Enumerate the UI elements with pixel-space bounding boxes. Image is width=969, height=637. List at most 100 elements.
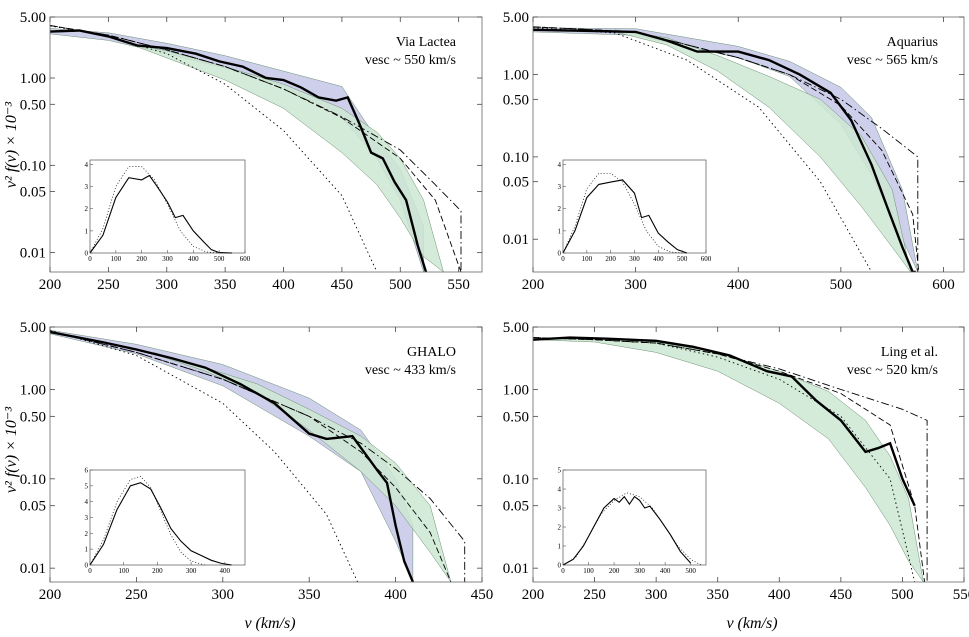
y-tick-label: 0.05 [20, 185, 46, 201]
inset-frame [562, 469, 707, 566]
inset-x-tick-label: 300 [186, 567, 197, 575]
panel-vesc: vesc ~ 550 km/s [365, 53, 456, 68]
inset-series-solid [89, 482, 232, 566]
y-tick-label: 0.10 [503, 472, 529, 488]
x-tick-label: 550 [953, 587, 969, 603]
x-tick-label: 500 [830, 277, 853, 293]
plot-frame [49, 16, 483, 273]
y-tick-label: 0.01 [503, 232, 529, 248]
plot-area [50, 329, 466, 582]
series-dashdot [50, 25, 462, 272]
inset-y-tick-label: 2 [558, 205, 562, 213]
inset-x-tick-label: 400 [188, 255, 199, 263]
inset-x-tick-label: 300 [629, 255, 640, 263]
inset-series-dotted [89, 475, 205, 566]
inset-y-tick-label: 4 [558, 161, 562, 169]
inset-y-tick-label: 1 [558, 543, 562, 551]
plot-area [533, 26, 920, 272]
panel-vesc: vesc ~ 433 km/s [365, 363, 456, 378]
plot-frame [532, 326, 965, 583]
panel-1: 200 250 300 350 400 450 500 5505.001.000.500.10… [20, 10, 483, 293]
inset-x-tick-label: 400 [653, 255, 664, 263]
x-tick-label: 400 [272, 277, 295, 293]
inset-series-solid [562, 179, 688, 254]
x-tick-label: 200 [522, 277, 545, 293]
inset-y-tick-label: 0 [558, 562, 562, 570]
y-tick-label: 1.00 [20, 382, 46, 398]
inset-x-tick-label: 300 [634, 567, 645, 575]
x-tick-label: 250 [97, 277, 120, 293]
x-axis-label-right: v (km/s) [726, 615, 777, 632]
inset-series-solid [89, 174, 233, 254]
x-tick-label: 600 [932, 277, 955, 293]
inset-y-tick-label: 4 [85, 498, 89, 506]
inset-x-tick-label: 300 [162, 255, 173, 263]
x-tick-label: 300 [156, 277, 179, 293]
x-axis-label-left: v (km/s) [244, 615, 295, 632]
inset-y-tick-label: 4 [558, 486, 562, 494]
y-tick-label: 0.50 [503, 409, 529, 425]
inset-plot: 0 100 200 300 400 500 0 1 2 3 4 5 [558, 467, 707, 575]
y-axis-label-top: v² f(v) × 10⁻³ [3, 102, 20, 188]
x-tick-label: 450 [830, 587, 853, 603]
x-tick-label: 400 [384, 587, 407, 603]
inset-y-tick-label: 5 [85, 482, 89, 490]
x-tick-label: 300 [624, 277, 647, 293]
plot-area [533, 336, 928, 582]
y-tick-label: 0.50 [20, 409, 46, 425]
inset-plot: 0 100 200 300 400 0 1 2 3 4 5 6 [85, 467, 246, 575]
inset-y-tick-label: 1 [558, 227, 562, 235]
plot-area [50, 25, 462, 272]
panel-vesc: vesc ~ 565 km/s [847, 53, 938, 68]
inset-x-tick-label: 0 [561, 567, 565, 575]
band-fit-band [614, 29, 911, 272]
inset-y-tick-label: 0 [85, 562, 89, 570]
y-tick-label: 0.01 [20, 561, 46, 577]
inset-y-tick-label: 4 [85, 161, 89, 169]
inset-series-dotted [562, 492, 702, 566]
x-tick-label: 400 [727, 277, 750, 293]
inset-x-tick-label: 200 [152, 567, 163, 575]
x-tick-label: 300 [645, 587, 668, 603]
inset-series-dotted [562, 172, 683, 254]
inset-y-tick-label: 5 [558, 467, 562, 475]
x-tick-label: 250 [125, 587, 148, 603]
inset-x-tick-label: 400 [220, 567, 231, 575]
inset-x-tick-label: 200 [136, 255, 147, 263]
y-tick-label: 0.10 [20, 158, 46, 174]
x-tick-label: 450 [331, 277, 354, 293]
inset-frame [89, 469, 246, 566]
y-tick-label: 0.05 [503, 499, 529, 515]
inset-x-tick-label: 0 [88, 255, 92, 263]
x-tick-label: 300 [212, 587, 235, 603]
inset-y-tick-label: 3 [85, 183, 89, 191]
panel-4: 2002503003504004505005505.001.000.500.10… [503, 320, 969, 603]
y-tick-label: 0.10 [503, 150, 529, 166]
inset-plot: 0 100 200 300 400 500 600 0 1 2 3 4 [558, 159, 712, 263]
plot-frame [532, 16, 965, 273]
plot-frame [49, 326, 483, 583]
x-tick-label: 500 [389, 277, 412, 293]
panel-title: Ling et al. [881, 345, 938, 360]
x-tick-label: 500 [891, 587, 914, 603]
x-tick-label: 200 [39, 277, 62, 293]
series-dashed [50, 25, 462, 272]
series-dashdot [533, 26, 919, 272]
inset-frame [562, 159, 707, 254]
inset-x-tick-label: 600 [240, 255, 251, 263]
inset-frame [89, 159, 246, 254]
y-tick-label: 0.01 [20, 246, 46, 262]
panel-title: GHALO [407, 345, 456, 360]
inset-x-tick-label: 0 [561, 255, 565, 263]
series-simulation [533, 336, 916, 507]
y-tick-label: 0.50 [503, 92, 529, 108]
x-tick-label: 200 [522, 587, 545, 603]
y-tick-label: 0.05 [20, 499, 46, 515]
x-tick-label: 200 [39, 587, 62, 603]
y-tick-label: 5.00 [20, 10, 46, 26]
x-tick-label: 350 [298, 587, 321, 603]
inset-x-tick-label: 500 [685, 567, 696, 575]
inset-y-tick-label: 2 [85, 530, 89, 538]
inset-y-tick-label: 3 [558, 183, 562, 191]
